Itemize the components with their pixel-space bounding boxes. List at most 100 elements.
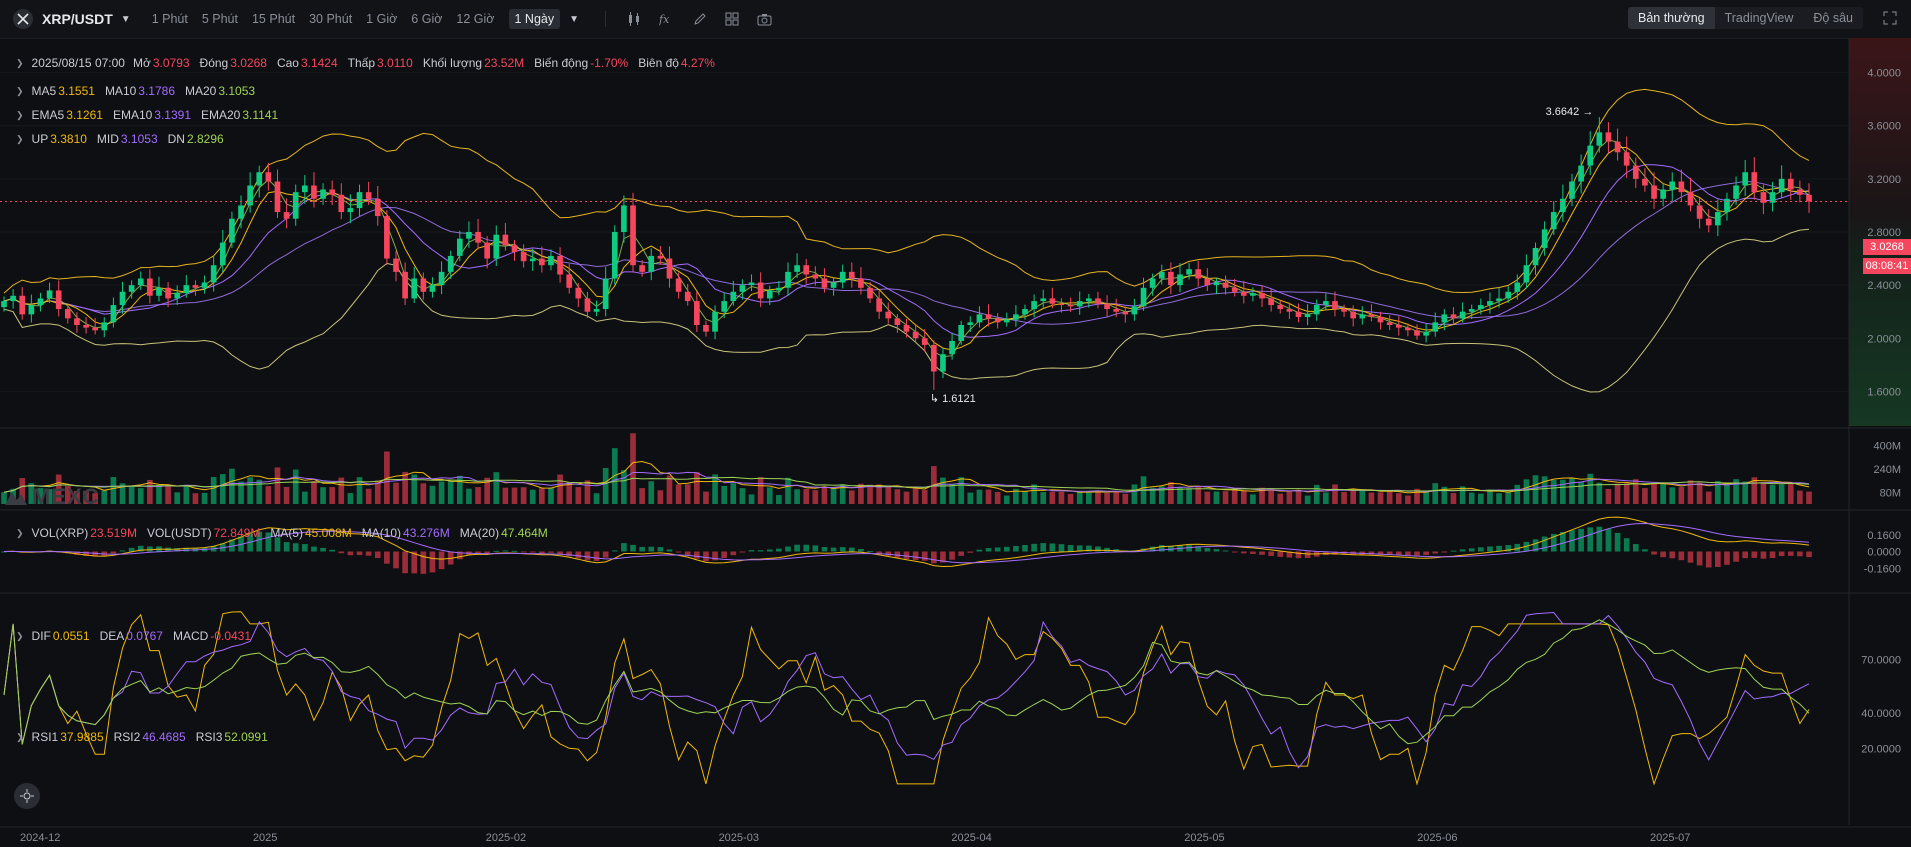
volume-bar-10 — [92, 493, 98, 504]
candle-body — [593, 309, 600, 312]
macd-bar-45 — [411, 551, 418, 574]
volume-bar-172 — [1569, 478, 1575, 504]
candle-119 — [1085, 293, 1092, 308]
candle-93 — [848, 262, 855, 288]
macd-bar-69 — [630, 544, 636, 552]
volume-bar-30 — [274, 467, 281, 504]
candle-99 — [903, 318, 910, 338]
pair-dropdown-icon[interactable]: ▼ — [120, 13, 131, 25]
candle-body — [648, 255, 655, 272]
macd-bar-139 — [1268, 551, 1274, 556]
macd-bar-141 — [1286, 551, 1293, 558]
candle-body — [1040, 298, 1047, 302]
indicator-icon[interactable]: fx — [659, 12, 675, 26]
macd-tick-label-0: 0.1600 — [1867, 530, 1901, 542]
candle-3 — [28, 294, 35, 323]
macd-bar-56 — [511, 550, 518, 552]
price-tick-label-1: 3.6000 — [1867, 121, 1901, 133]
ma-chevron-icon[interactable]: ❯ — [16, 85, 24, 96]
toolbar-divider — [605, 11, 607, 27]
candle-7 — [64, 304, 71, 324]
volume-bar-114 — [1040, 492, 1047, 504]
camera-icon[interactable] — [757, 13, 772, 26]
volume-bar-108 — [985, 489, 992, 504]
macd-chevron-icon[interactable]: ❯ — [16, 630, 24, 641]
candle-body — [858, 278, 864, 288]
volume-bar-33 — [302, 491, 308, 504]
macd-bar-156 — [1423, 551, 1429, 556]
candle-61 — [557, 247, 563, 283]
view-tradingview-tab[interactable]: TradingView — [1724, 11, 1794, 25]
tf-1h[interactable]: 1 Giờ — [366, 12, 398, 26]
macd-bar-68 — [621, 543, 627, 552]
macd-bar-85 — [776, 548, 782, 552]
candle-59 — [539, 246, 545, 273]
ma5-value: 3.1551 — [58, 84, 95, 98]
macd-bar-160 — [1459, 549, 1466, 552]
tf-30m[interactable]: 30 Phút — [309, 12, 353, 26]
candle-body — [1751, 172, 1758, 193]
ema-chevron-icon[interactable]: ❯ — [16, 109, 24, 120]
macd-bar-161 — [1468, 548, 1475, 552]
rsi-chevron-icon[interactable]: ❯ — [16, 731, 24, 742]
chart-canvas[interactable]: 4.0000 3.6000 3.2000 2.8000 2.4000 2.0000 1.60… — [0, 38, 1911, 847]
macd-bar-131 — [1195, 546, 1202, 552]
tf-15m[interactable]: 15 Phút — [251, 12, 296, 26]
candle-175 — [1596, 117, 1603, 153]
macd-legend: ❯ DIF 0.0551 DEA 0.0767 MACD -0.0431 — [16, 629, 261, 643]
macd-bar-80 — [730, 551, 737, 556]
collapse-chevron-icon[interactable]: ❯ — [16, 57, 24, 68]
timeframe-more-icon[interactable]: ▼ — [569, 13, 580, 25]
boll-chevron-icon[interactable]: ❯ — [16, 133, 24, 144]
macd-bar-112 — [1022, 545, 1028, 552]
candle-body — [1450, 314, 1457, 319]
candle-body — [1797, 189, 1803, 195]
candle-121 — [1104, 295, 1110, 317]
macd-bar-34 — [311, 546, 317, 552]
view-standard-tab[interactable]: Bản thường — [1627, 7, 1715, 29]
candle-body — [511, 245, 518, 252]
candle-117 — [1067, 297, 1074, 312]
layout-grid-icon[interactable] — [725, 12, 739, 26]
volume-bar-85 — [776, 494, 782, 504]
volume-bar-93 — [848, 490, 855, 504]
volume-bar-154 — [1405, 495, 1411, 504]
macd-bar-96 — [876, 551, 882, 554]
vol-ma10-label: MA(10) — [361, 526, 402, 540]
volume-bar-9 — [83, 490, 89, 504]
tf-5m[interactable]: 5 Phút — [201, 12, 238, 26]
volume-bar-139 — [1268, 488, 1274, 504]
draw-pencil-icon[interactable] — [693, 12, 707, 26]
macd-bar-63 — [575, 551, 582, 559]
macd-bar-16 — [147, 546, 153, 552]
macd-bar-142 — [1295, 551, 1302, 559]
settings-icon[interactable] — [14, 783, 40, 809]
candle-body — [447, 255, 454, 272]
tf-12h[interactable]: 12 Giờ — [456, 12, 495, 26]
volume-bar-169 — [1541, 476, 1548, 504]
fullscreen-icon[interactable] — [1883, 11, 1897, 28]
svg-text:fx: fx — [659, 13, 670, 26]
candle-12 — [110, 297, 117, 328]
volume-bar-35 — [320, 487, 326, 504]
candle-body — [1651, 185, 1657, 199]
candle-body — [1158, 271, 1165, 279]
tf-6h[interactable]: 6 Giờ — [411, 12, 443, 26]
macd-bar-135 — [1231, 551, 1238, 553]
tf-1d[interactable]: 1 Ngày — [508, 9, 561, 29]
volume-bar-26 — [238, 481, 244, 504]
vol-chevron-icon[interactable]: ❯ — [16, 527, 24, 538]
candle-type-icon[interactable] — [627, 12, 641, 26]
candle-body — [1414, 330, 1420, 336]
dea-line — [3, 522, 1810, 564]
view-depth-tab[interactable]: Độ sâu — [1813, 11, 1853, 25]
candle-body — [1760, 192, 1767, 203]
candle-body — [219, 242, 226, 266]
candle-body — [748, 282, 755, 286]
candle-2 — [19, 287, 26, 320]
tf-1m[interactable]: 1 Phút — [151, 12, 188, 26]
rsi-tick-label-2: 20.0000 — [1861, 743, 1901, 755]
candle-body — [1085, 298, 1092, 302]
volume-bar-47 — [429, 485, 436, 504]
pair-selector[interactable]: XRP/USDT — [42, 11, 113, 27]
